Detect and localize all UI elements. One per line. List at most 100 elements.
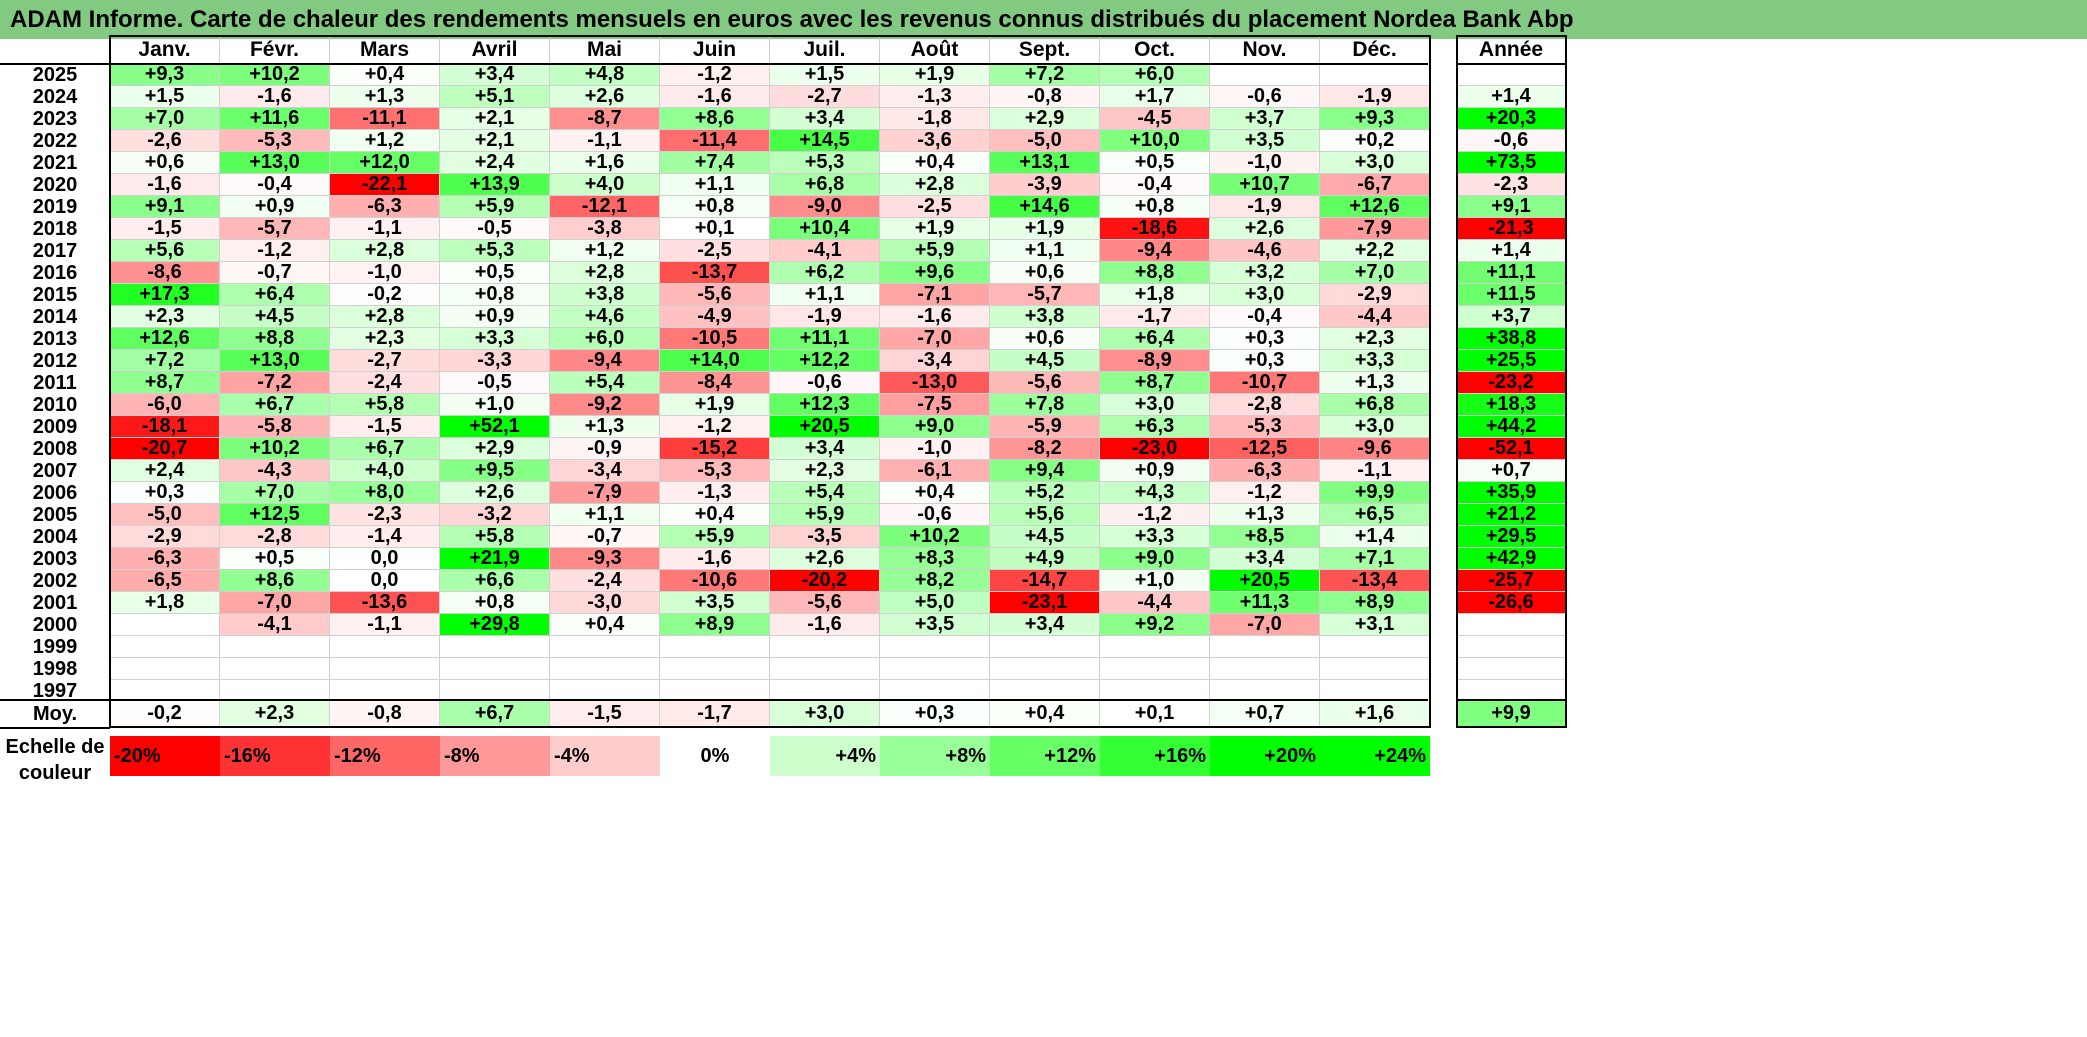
heatmap-cell: -5,6 bbox=[660, 284, 770, 306]
heatmap-cell: +1,9 bbox=[880, 64, 990, 86]
heatmap-cell: +3,4 bbox=[770, 438, 880, 460]
heatmap-cell: -4,4 bbox=[1100, 592, 1210, 614]
color-scale-step: +16% bbox=[1100, 736, 1210, 776]
heatmap-cell: -2,5 bbox=[880, 196, 990, 218]
heatmap-cell: +8,0 bbox=[330, 482, 440, 504]
heatmap-cell: -8,4 bbox=[660, 372, 770, 394]
heatmap-cell: +3,8 bbox=[550, 284, 660, 306]
year-label: 2003 bbox=[32, 547, 78, 570]
annual-cell: +29,5 bbox=[1457, 526, 1566, 548]
heatmap-cell: +0,6 bbox=[990, 328, 1100, 350]
heatmap-cell: +3,5 bbox=[660, 592, 770, 614]
heatmap-cell: +0,5 bbox=[220, 548, 330, 570]
annual-cell bbox=[1457, 658, 1566, 680]
heatmap-cell: -2,9 bbox=[110, 526, 220, 548]
heatmap-cell: -4,5 bbox=[1100, 108, 1210, 130]
color-scale-step: +24% bbox=[1320, 736, 1430, 776]
heatmap-cell: +29,8 bbox=[440, 614, 550, 636]
heatmap-cell: +8,9 bbox=[1320, 592, 1430, 614]
heatmap-cell: +0,9 bbox=[220, 196, 330, 218]
heatmap-cell: -7,5 bbox=[880, 394, 990, 416]
heatmap-cell: +12,2 bbox=[770, 350, 880, 372]
heatmap-cell: +5,6 bbox=[990, 504, 1100, 526]
heatmap-cell: +2,3 bbox=[770, 460, 880, 482]
heatmap-cell: -3,4 bbox=[880, 350, 990, 372]
year-label: 2016 bbox=[32, 261, 78, 284]
heatmap-cell bbox=[550, 636, 660, 658]
average-cell: +2,3 bbox=[220, 701, 330, 727]
heatmap-cell: -1,8 bbox=[880, 108, 990, 130]
column-header: Nov. bbox=[1210, 36, 1320, 64]
heatmap-cell: -1,3 bbox=[880, 86, 990, 108]
heatmap-cell: -1,9 bbox=[1210, 196, 1320, 218]
heatmap-cell: -3,2 bbox=[440, 504, 550, 526]
heatmap-cell: -2,4 bbox=[330, 372, 440, 394]
heatmap-cell: +14,5 bbox=[770, 130, 880, 152]
heatmap-cell: +5,2 bbox=[990, 482, 1100, 504]
heatmap-cell: +1,5 bbox=[770, 64, 880, 86]
year-label: 1999 bbox=[32, 635, 78, 658]
heatmap-cell: +7,2 bbox=[990, 64, 1100, 86]
heatmap-cell: +6,0 bbox=[550, 328, 660, 350]
heatmap-cell bbox=[990, 658, 1100, 680]
heatmap-cell bbox=[330, 636, 440, 658]
heatmap-cell: -10,5 bbox=[660, 328, 770, 350]
heatmap-cell: +5,9 bbox=[770, 504, 880, 526]
heatmap-cell: -5,0 bbox=[990, 130, 1100, 152]
heatmap-cell: -4,4 bbox=[1320, 306, 1430, 328]
heatmap-cell: -1,9 bbox=[1320, 86, 1430, 108]
heatmap-cell: +2,6 bbox=[770, 548, 880, 570]
heatmap-cell: -0,6 bbox=[1210, 86, 1320, 108]
heatmap-cell: +8,3 bbox=[880, 548, 990, 570]
average-cell: +0,4 bbox=[990, 701, 1100, 727]
annual-cell: -2,3 bbox=[1457, 174, 1566, 196]
heatmap-cell bbox=[1100, 658, 1210, 680]
heatmap-cell: +2,3 bbox=[1320, 328, 1430, 350]
heatmap-cell: +3,8 bbox=[990, 306, 1100, 328]
heatmap-cell: -0,4 bbox=[1100, 174, 1210, 196]
year-label: 2004 bbox=[32, 525, 78, 548]
heatmap-cell: +0,2 bbox=[1320, 130, 1430, 152]
annual-cell bbox=[1457, 636, 1566, 658]
heatmap-cell: +1,9 bbox=[660, 394, 770, 416]
annual-cell: +35,9 bbox=[1457, 482, 1566, 504]
color-scale-step: -20% bbox=[110, 736, 220, 776]
heatmap-cell: -2,8 bbox=[220, 526, 330, 548]
heatmap-cell: -6,0 bbox=[110, 394, 220, 416]
heatmap-cell: +4,9 bbox=[990, 548, 1100, 570]
heatmap-cell: -7,2 bbox=[220, 372, 330, 394]
year-label: 2002 bbox=[32, 569, 78, 592]
heatmap-cell: -3,4 bbox=[550, 460, 660, 482]
heatmap-cell: -0,7 bbox=[550, 526, 660, 548]
heatmap-cell: +5,4 bbox=[770, 482, 880, 504]
annual-average-cell: +9,9 bbox=[1457, 701, 1566, 727]
heatmap-cell: +14,6 bbox=[990, 196, 1100, 218]
average-cell: +3,0 bbox=[770, 701, 880, 727]
heatmap-cell: -2,6 bbox=[110, 130, 220, 152]
heatmap-cell: +3,5 bbox=[880, 614, 990, 636]
heatmap-cell: -20,7 bbox=[110, 438, 220, 460]
annual-cell: -23,2 bbox=[1457, 372, 1566, 394]
heatmap-cell: +3,7 bbox=[1210, 108, 1320, 130]
heatmap-cell: +0,9 bbox=[1100, 460, 1210, 482]
heatmap-cell bbox=[1210, 636, 1320, 658]
heatmap-cell: +1,3 bbox=[330, 86, 440, 108]
heatmap-cell: -1,7 bbox=[1100, 306, 1210, 328]
heatmap-cell: -1,2 bbox=[220, 240, 330, 262]
heatmap-cell: +2,9 bbox=[990, 108, 1100, 130]
heatmap-cell: +6,5 bbox=[1320, 504, 1430, 526]
heatmap-cell: -5,8 bbox=[220, 416, 330, 438]
heatmap-cell: -18,1 bbox=[110, 416, 220, 438]
heatmap-cell: +10,4 bbox=[770, 218, 880, 240]
heatmap-cell: -1,6 bbox=[660, 548, 770, 570]
heatmap-cell: +4,0 bbox=[550, 174, 660, 196]
heatmap-cell: +0,4 bbox=[880, 482, 990, 504]
heatmap-cell: +6,6 bbox=[440, 570, 550, 592]
heatmap-cell: +7,0 bbox=[220, 482, 330, 504]
heatmap-cell: +1,0 bbox=[1100, 570, 1210, 592]
heatmap-cell: +0,3 bbox=[1210, 350, 1320, 372]
heatmap-cell: -20,2 bbox=[770, 570, 880, 592]
heatmap-cell: -11,1 bbox=[330, 108, 440, 130]
heatmap-cell: -6,5 bbox=[110, 570, 220, 592]
annual-header: Année bbox=[1457, 36, 1566, 64]
